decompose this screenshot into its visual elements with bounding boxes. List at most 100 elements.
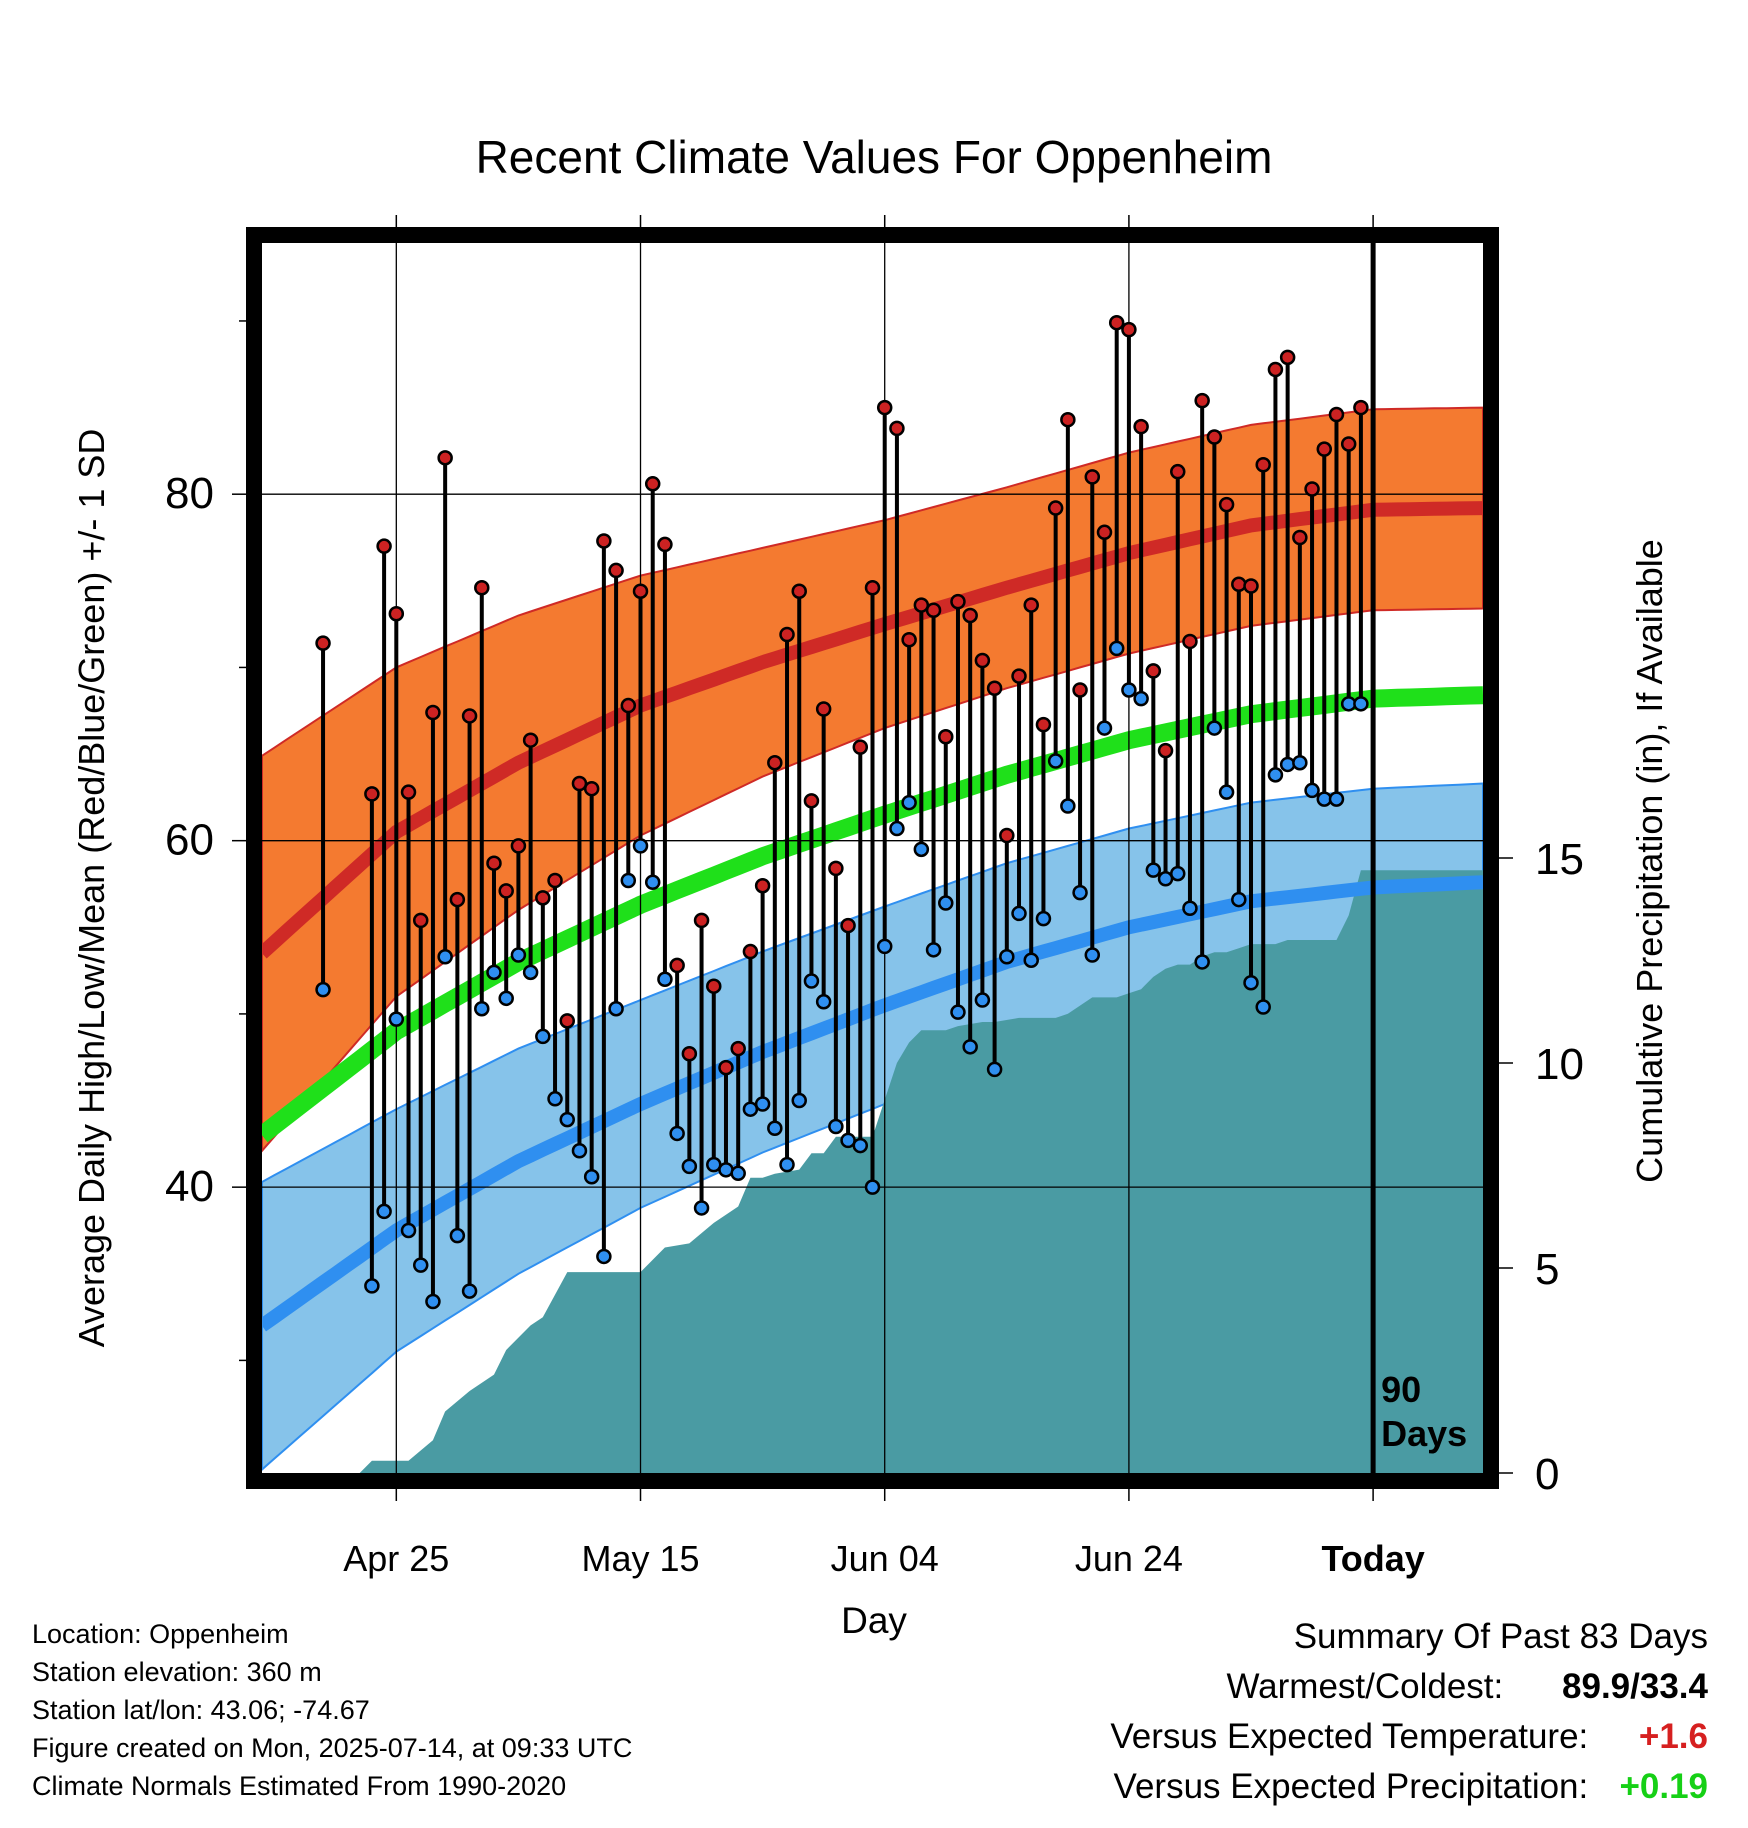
low-point bbox=[644, 874, 661, 891]
high-point bbox=[962, 607, 978, 624]
high-point bbox=[498, 883, 514, 899]
low-point bbox=[754, 1096, 771, 1112]
high-point bbox=[596, 533, 612, 549]
low-point bbox=[657, 971, 673, 988]
low-point bbox=[388, 1011, 405, 1027]
high-point bbox=[815, 701, 832, 717]
x-tick-label: Today bbox=[1321, 1538, 1424, 1579]
low-point bbox=[1255, 999, 1271, 1015]
low-point bbox=[1328, 791, 1345, 807]
x-tick-label: Jun 24 bbox=[1075, 1538, 1183, 1579]
high-point bbox=[1218, 496, 1235, 513]
high-point bbox=[449, 891, 466, 908]
low-point bbox=[1035, 910, 1052, 927]
low-point bbox=[498, 990, 514, 1007]
precip-anomaly-row: Versus Expected Precipitation: +0.19 bbox=[1110, 1762, 1708, 1812]
y-tick-label: 40 bbox=[165, 1162, 214, 1211]
low-point bbox=[1145, 862, 1162, 878]
low-point bbox=[400, 1222, 417, 1239]
low-point bbox=[1023, 952, 1039, 968]
high-point bbox=[706, 978, 722, 994]
low-point bbox=[364, 1278, 380, 1294]
low-point bbox=[1108, 640, 1125, 657]
low-point bbox=[1206, 720, 1223, 736]
station-info: Location: Oppenheim Station elevation: 3… bbox=[32, 1615, 632, 1805]
high-point bbox=[999, 827, 1015, 844]
high-point bbox=[474, 579, 490, 596]
high-point bbox=[1145, 663, 1162, 679]
high-point bbox=[1157, 742, 1174, 759]
plot-area: 90 Days bbox=[262, 243, 1483, 1473]
warmest-coldest-value: 89.9/33.4 bbox=[1562, 1667, 1708, 1706]
summary-title: Summary Of Past 83 Days bbox=[1293, 1617, 1708, 1656]
location-text: Location: Oppenheim bbox=[32, 1619, 289, 1649]
low-point bbox=[632, 838, 649, 854]
low-point bbox=[779, 1156, 795, 1173]
y-axis-label: Average Daily High/Low/Mean (Red/Blue/Gr… bbox=[71, 429, 112, 1348]
low-point bbox=[693, 1200, 710, 1216]
low-point bbox=[925, 942, 942, 958]
high-point bbox=[901, 631, 917, 648]
high-point bbox=[1096, 524, 1113, 541]
high-point bbox=[486, 855, 502, 871]
low-point bbox=[852, 1137, 869, 1154]
high-point bbox=[1108, 314, 1125, 331]
high-point bbox=[803, 793, 820, 809]
low-point bbox=[1133, 690, 1149, 707]
high-point bbox=[693, 912, 710, 929]
low-point bbox=[437, 948, 453, 965]
high-point bbox=[400, 784, 417, 800]
low-point bbox=[1096, 720, 1113, 736]
low-point bbox=[583, 1169, 600, 1185]
normals-text: Climate Normals Estimated From 1990-2020 bbox=[32, 1771, 567, 1801]
low-point bbox=[474, 1000, 490, 1017]
high-point bbox=[1035, 716, 1052, 733]
y2-axis-label: Cumulative Precipitation (in), If Availa… bbox=[1629, 539, 1670, 1183]
high-point bbox=[1023, 597, 1039, 613]
high-point bbox=[840, 917, 856, 934]
plot-frame bbox=[246, 227, 1499, 1489]
x-tick-label: Jun 04 bbox=[831, 1538, 939, 1579]
y2-tick-label: 5 bbox=[1535, 1245, 1559, 1294]
high-point bbox=[364, 786, 380, 802]
temp-anomaly-value: +1.6 bbox=[1638, 1717, 1708, 1756]
high-point bbox=[1072, 682, 1088, 698]
low-point bbox=[608, 1000, 624, 1017]
high-point bbox=[559, 1013, 575, 1029]
low-point bbox=[1047, 753, 1064, 769]
precip-anomaly-value: +0.19 bbox=[1619, 1767, 1708, 1806]
high-point bbox=[1316, 441, 1333, 457]
low-point bbox=[547, 1091, 563, 1107]
low-point bbox=[1084, 947, 1101, 963]
low-point bbox=[767, 1120, 783, 1137]
high-point bbox=[644, 476, 661, 492]
low-point bbox=[864, 1179, 881, 1195]
high-point bbox=[1047, 500, 1064, 516]
high-point bbox=[986, 680, 1003, 696]
low-point bbox=[315, 981, 331, 998]
low-point bbox=[1243, 974, 1259, 991]
high-point bbox=[791, 583, 807, 599]
high-point bbox=[974, 652, 991, 669]
low-point bbox=[681, 1158, 698, 1175]
low-point bbox=[1011, 905, 1027, 922]
low-point bbox=[461, 1283, 478, 1299]
low-point bbox=[1267, 767, 1284, 783]
high-point bbox=[767, 754, 783, 771]
low-point bbox=[1072, 884, 1088, 901]
low-point bbox=[620, 872, 637, 889]
low-point bbox=[535, 1028, 551, 1045]
low-point bbox=[1231, 891, 1247, 908]
high-point bbox=[1353, 399, 1369, 416]
high-point bbox=[461, 708, 478, 724]
high-point bbox=[510, 838, 527, 854]
low-point bbox=[901, 794, 917, 811]
y2-tick-label: 15 bbox=[1535, 835, 1584, 884]
high-point bbox=[1011, 668, 1027, 684]
high-point bbox=[1121, 321, 1137, 338]
low-point bbox=[1121, 682, 1137, 698]
warmest-coldest-row: Warmest/Coldest: 89.9/33.4 bbox=[1110, 1662, 1708, 1712]
high-point bbox=[779, 626, 795, 643]
high-point bbox=[889, 420, 905, 437]
high-point bbox=[620, 697, 637, 714]
